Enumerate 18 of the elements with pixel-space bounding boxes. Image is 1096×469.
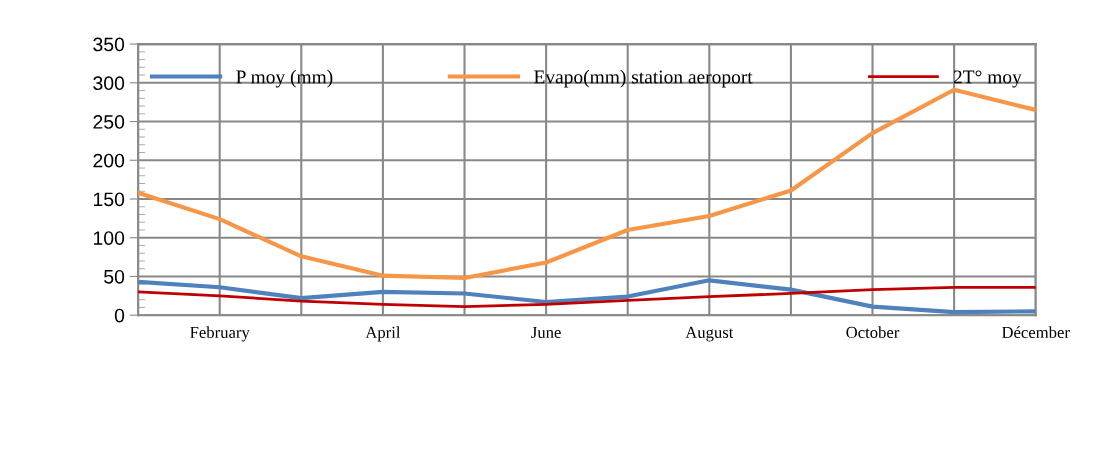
- x-tick-label: Décember: [1001, 326, 1070, 339]
- x-tick-label: June: [531, 326, 561, 339]
- line-series: [138, 285, 1036, 309]
- x-tick-label: February: [190, 326, 250, 342]
- y-tick-label: 0: [114, 308, 125, 323]
- x-tick-label: April: [365, 326, 401, 342]
- legend-label: 2T° moy: [953, 70, 1022, 88]
- y-tick-label: 350: [93, 37, 125, 52]
- x-tick-label: October: [846, 326, 900, 339]
- legend-label: Evapo(mm) station aeroport: [534, 69, 753, 88]
- y-tick-label: 50: [104, 269, 125, 284]
- y-tick-label: 100: [93, 231, 125, 245]
- y-tick-label: 200: [93, 153, 125, 168]
- y-tick-label: 250: [93, 115, 125, 129]
- legend-label: P moy (mm): [236, 69, 333, 88]
- y-tick-label: 150: [93, 192, 125, 207]
- x-tick-label: August: [685, 326, 734, 342]
- y-tick-label: 300: [93, 76, 125, 91]
